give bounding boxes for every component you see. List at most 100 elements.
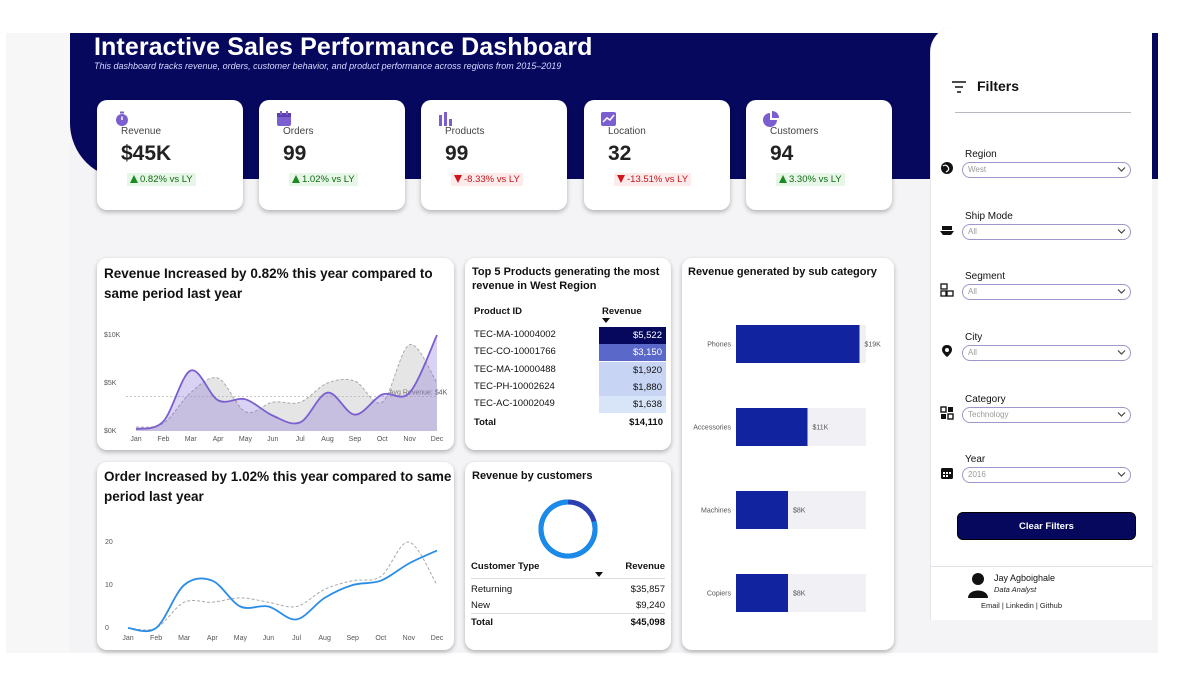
category-icon: [940, 406, 954, 420]
orders-line-chart[interactable]: 0 10 20 Jan Feb Mar Apr May Jun Jul Aug Sep Oct Nov De…: [97, 462, 454, 650]
kpi-label: Orders: [283, 126, 314, 137]
bar-value-label: $8K: [793, 591, 806, 598]
subcategory-bar-chart[interactable]: Phones $19K Accessories $11K Machines $8K Copi…: [682, 258, 894, 650]
sort-desc-icon[interactable]: [594, 572, 604, 578]
product-revenue-cell: $1,638: [599, 396, 666, 414]
current-year-line[interactable]: [127, 549, 438, 633]
filters-panel: Filters Clear Filters Jay Agboighale Dat…: [930, 26, 1153, 620]
x-tick-label: Jun: [263, 635, 274, 642]
product-id-cell: TEC-MA-10000488: [474, 363, 556, 375]
author-links[interactable]: Email | Linkedin | Github: [981, 601, 1063, 610]
customer-type-cell: Returning: [471, 584, 513, 595]
filter-selected-value: West: [968, 165, 987, 174]
revenue-area-chart[interactable]: $0K $5K $10K Avg Revenue: $4K Jan Feb Mar Apr Ma…: [97, 258, 454, 450]
kpi-label: Revenue: [121, 126, 162, 137]
last-year-area: [136, 344, 437, 431]
x-tick-label: May: [239, 436, 253, 443]
category-label: Phones: [707, 342, 731, 349]
kpi-card-location[interactable]: Location 32 -13.51% vs LY: [584, 100, 730, 210]
category-label: Copiers: [707, 591, 732, 598]
filter-icon: [952, 81, 966, 93]
filters-divider: [955, 112, 1131, 113]
filter-label: Ship Mode: [965, 211, 1013, 222]
table-divider: [471, 578, 665, 579]
x-tick-label: Mar: [178, 635, 191, 642]
column-header-product[interactable]: Product ID: [474, 306, 523, 317]
page-title: Interactive Sales Performance Dashboard: [94, 33, 593, 61]
column-header-customer-type[interactable]: Customer Type: [471, 561, 540, 572]
author-role: Data Analyst: [994, 585, 1037, 594]
calendar-grid-icon: [941, 468, 953, 479]
filter-dropdown-city[interactable]: All: [962, 345, 1131, 361]
filter-selected-value: Technology: [968, 410, 1009, 419]
kpi-delta: -8.33% vs LY: [451, 173, 523, 186]
x-tick-label: Feb: [150, 635, 162, 642]
x-tick-label: May: [234, 635, 248, 642]
kpi-value: 99: [445, 142, 469, 165]
filter-dropdown-category[interactable]: Technology: [962, 407, 1131, 423]
sort-desc-icon[interactable]: [601, 318, 611, 324]
column-header-revenue[interactable]: Revenue: [602, 306, 642, 317]
customer-type-cell: New: [471, 600, 491, 611]
calendar-icon: [277, 111, 291, 126]
current-year-line[interactable]: [135, 334, 438, 430]
category-label: Accessories: [693, 425, 731, 432]
x-tick-label: Jun: [267, 436, 278, 443]
location-pin-icon: [942, 345, 952, 357]
last-year-line[interactable]: [127, 541, 438, 631]
kpi-value: 94: [770, 142, 794, 165]
x-tick-label: Apr: [213, 436, 225, 443]
kpi-delta: 0.82% vs LY: [127, 173, 196, 186]
filter-dropdown-region[interactable]: West: [962, 162, 1131, 178]
chevron-down-icon: [1117, 472, 1126, 477]
customers-donut-chart[interactable]: [533, 494, 603, 564]
left-margin: [6, 33, 70, 653]
x-tick-label: Jan: [122, 635, 133, 642]
average-reference-label: Avg Revenue: $4K: [389, 389, 448, 396]
last-year-line[interactable]: [135, 344, 438, 428]
returning-customers-slice[interactable]: [535, 496, 602, 563]
x-tick-label: Mar: [185, 436, 198, 443]
customer-revenue-cell: $9,240: [635, 600, 665, 611]
subcategory-chart-title: Revenue generated by sub category: [688, 266, 877, 278]
total-value: $45,098: [630, 617, 665, 628]
clear-filters-button[interactable]: Clear Filters: [957, 512, 1136, 540]
kpi-card-customers[interactable]: Customers 94 3.30% vs LY: [746, 100, 892, 210]
customers-title: Revenue by customers: [472, 470, 593, 482]
filter-label: Segment: [965, 271, 1006, 282]
filter-label: Region: [965, 149, 997, 160]
product-id-cell: TEC-MA-10004002: [474, 329, 556, 340]
subcategory-bar[interactable]: [736, 491, 788, 529]
product-id-cell: TEC-PH-10002624: [474, 380, 555, 392]
author-divider: [931, 566, 1153, 567]
chevron-down-icon: [1117, 350, 1126, 355]
filter-selected-value: All: [968, 287, 977, 296]
column-header-revenue[interactable]: Revenue: [625, 561, 665, 572]
x-tick-label: Sep: [349, 436, 362, 443]
filter-label: Category: [965, 394, 1006, 405]
product-id-cell: TEC-CO-10001766: [474, 346, 556, 358]
subcategory-bar[interactable]: [736, 325, 860, 363]
bar-value-label: $8K: [793, 508, 806, 515]
kpi-value: $45K: [121, 142, 172, 165]
x-tick-label: Nov: [403, 635, 416, 642]
kpi-card-products[interactable]: Products 99 -8.33% vs LY: [421, 100, 567, 210]
y-tick-label: $10K: [104, 332, 121, 339]
orders-chart-title: Order Increased by 1.02% this year compa…: [104, 469, 452, 504]
subcategory-bar[interactable]: [736, 574, 788, 612]
y-tick-label: 10: [105, 582, 113, 589]
segment-icon: [940, 283, 954, 297]
pie-chart-icon: [763, 111, 779, 127]
kpi-card-orders[interactable]: Orders 99 1.02% vs LY: [259, 100, 405, 210]
x-tick-label: Aug: [321, 436, 334, 443]
filter-dropdown-ship-mode[interactable]: All: [962, 224, 1131, 240]
subcategory-chart-card: Revenue generated by sub category Phones…: [682, 258, 894, 650]
x-tick-label: Oct: [375, 635, 386, 642]
kpi-card-revenue[interactable]: Revenue $45K 0.82% vs LY: [97, 100, 243, 210]
filter-dropdown-year[interactable]: 2016: [962, 467, 1131, 483]
y-tick-label: 20: [105, 539, 113, 546]
subcategory-bar[interactable]: [736, 408, 808, 446]
filter-selected-value: All: [968, 348, 977, 357]
total-value: $14,110: [629, 417, 663, 428]
filter-dropdown-segment[interactable]: All: [962, 284, 1131, 300]
